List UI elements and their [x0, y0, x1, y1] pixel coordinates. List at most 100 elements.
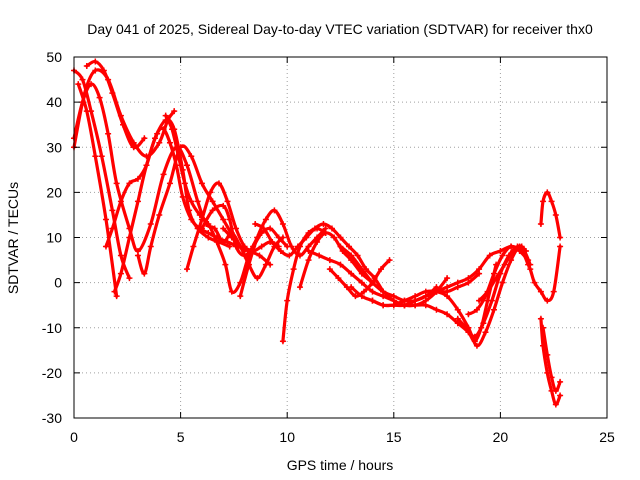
data-point-marker	[552, 401, 559, 408]
data-point-marker	[540, 324, 547, 331]
data-point-marker	[288, 243, 295, 250]
data-point-marker	[412, 302, 419, 309]
data-point-marker	[79, 99, 86, 106]
data-point-marker	[256, 252, 263, 259]
data-point-marker	[252, 220, 259, 227]
data-point-marker	[348, 270, 355, 277]
series-arc-29	[540, 324, 564, 394]
data-point-marker	[126, 275, 133, 282]
data-point-marker	[92, 58, 99, 65]
data-point-marker	[527, 261, 534, 268]
data-point-marker	[480, 320, 487, 327]
data-point-marker	[286, 252, 293, 259]
data-point-marker	[228, 234, 235, 241]
data-series	[71, 58, 564, 408]
y-tick-label: 10	[46, 230, 62, 246]
data-point-marker	[390, 302, 397, 309]
data-point-marker	[493, 275, 500, 282]
data-point-marker	[354, 252, 361, 259]
data-point-marker	[444, 311, 451, 318]
series-arc-3	[83, 58, 148, 151]
data-point-marker	[516, 248, 523, 255]
data-point-marker	[326, 257, 333, 264]
data-point-marker	[305, 248, 312, 255]
data-point-marker	[482, 329, 489, 336]
data-point-marker	[79, 76, 86, 83]
data-point-marker	[183, 266, 190, 273]
data-point-marker	[352, 293, 359, 300]
data-point-marker	[422, 302, 429, 309]
series-arc-9	[162, 112, 261, 295]
tick-labels: 0 5 10 15 20 25 -30 -20 -10 0 10 20 30 40 50	[42, 49, 615, 445]
data-point-marker	[316, 252, 323, 259]
data-point-marker	[156, 211, 163, 218]
data-point-marker	[109, 90, 116, 97]
data-point-marker	[83, 63, 90, 70]
data-point-marker	[245, 261, 252, 268]
data-point-marker	[134, 175, 141, 182]
data-point-marker	[130, 144, 137, 151]
data-point-marker	[473, 342, 480, 349]
data-point-marker	[260, 225, 267, 232]
data-point-marker	[181, 180, 188, 187]
data-point-marker	[113, 180, 120, 187]
series-arc-13	[237, 207, 329, 300]
data-point-marker	[188, 198, 195, 205]
data-point-marker	[267, 225, 274, 232]
data-point-marker	[279, 234, 286, 241]
data-point-marker	[557, 234, 564, 241]
data-point-marker	[160, 126, 167, 133]
y-tick-label: 30	[46, 139, 62, 155]
data-point-marker	[113, 293, 120, 300]
data-point-marker	[120, 121, 127, 128]
data-point-marker	[358, 266, 365, 273]
data-point-marker	[205, 220, 212, 227]
data-point-marker	[337, 261, 344, 268]
data-point-marker	[269, 239, 276, 246]
data-point-marker	[207, 189, 214, 196]
data-point-marker	[369, 279, 376, 286]
data-point-marker	[544, 189, 551, 196]
data-point-marker	[540, 198, 547, 205]
data-point-marker	[473, 306, 480, 313]
series-arc-27	[537, 189, 564, 241]
data-point-marker	[552, 387, 559, 394]
data-point-marker	[401, 297, 408, 304]
data-point-marker	[501, 261, 508, 268]
data-point-marker	[433, 306, 440, 313]
data-point-marker	[314, 239, 321, 246]
data-point-marker	[160, 171, 167, 178]
data-point-marker	[557, 392, 564, 399]
data-point-marker	[314, 225, 321, 232]
data-point-marker	[322, 229, 329, 236]
data-point-marker	[346, 243, 353, 250]
data-point-marker	[222, 261, 229, 268]
data-point-marker	[188, 153, 195, 160]
x-tick-label: 5	[177, 429, 185, 445]
data-point-marker	[279, 338, 286, 345]
data-point-marker	[100, 67, 107, 74]
data-point-marker	[220, 225, 227, 232]
data-point-marker	[141, 270, 148, 277]
x-tick-label: 20	[493, 429, 509, 445]
data-point-marker	[228, 288, 235, 295]
data-point-marker	[386, 257, 393, 264]
data-point-marker	[444, 293, 451, 300]
data-point-marker	[117, 198, 124, 205]
data-point-marker	[220, 216, 227, 223]
data-point-marker	[141, 135, 148, 142]
data-point-marker	[537, 288, 544, 295]
data-point-marker	[544, 297, 551, 304]
data-point-marker	[557, 378, 564, 385]
data-point-marker	[177, 144, 184, 151]
data-point-marker	[88, 81, 95, 88]
axis-ticks	[73, 56, 608, 419]
data-point-marker	[497, 248, 504, 255]
x-tick-label: 25	[599, 429, 615, 445]
data-point-marker	[198, 180, 205, 187]
data-point-marker	[380, 302, 387, 309]
data-point-marker	[510, 248, 517, 255]
data-point-marker	[369, 288, 376, 295]
data-point-marker	[233, 225, 240, 232]
